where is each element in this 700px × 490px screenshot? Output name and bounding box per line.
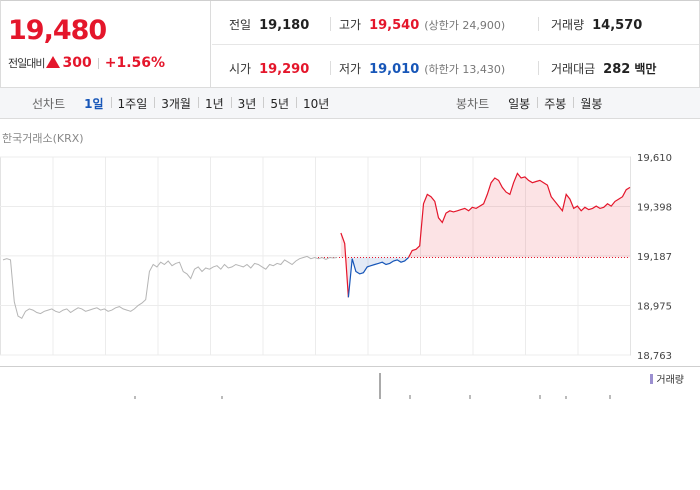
stat-sub: (상한가 24,900) <box>424 19 506 32</box>
y-tick-label: 18,763 <box>637 351 672 362</box>
stat-open: 시가 19,290 <box>229 60 309 77</box>
stat-value: 19,010 <box>369 62 420 77</box>
volume-panel: 거래량 <box>0 366 700 399</box>
stat-trade-value: 거래대금 282 백만 <box>551 60 656 77</box>
stat-value: 19,180 <box>259 18 310 33</box>
candle-chart-periods: 봉차트 일봉 주봉 월봉 <box>456 88 609 119</box>
divider <box>538 61 539 75</box>
period-1y[interactable]: 1년 <box>197 95 231 112</box>
y-tick-label: 18,975 <box>637 301 672 312</box>
period-3m[interactable]: 3개월 <box>154 95 198 112</box>
y-tick-label: 19,398 <box>637 203 672 214</box>
stat-label: 거래량 <box>551 18 585 32</box>
down-line <box>347 257 409 298</box>
up-area <box>340 233 349 298</box>
y-tick-label: 19,610 <box>637 153 672 164</box>
chart-lines <box>2 172 631 320</box>
stat-label: 시가 <box>229 62 252 76</box>
stat-label: 저가 <box>339 62 362 76</box>
line-chart-title: 선차트 <box>32 97 66 111</box>
up-area <box>408 173 630 258</box>
stat-value: 19,290 <box>259 62 310 77</box>
stat-prev-close: 전일 19,180 <box>229 16 309 33</box>
current-price: 19,480 <box>8 15 107 46</box>
stat-low: 저가 19,010 (하한가 13,430) <box>339 60 505 77</box>
change-row: 전일대비 300 +1.56% <box>8 55 165 71</box>
y-axis-ticks: 19,610 19,398 19,187 18,975 18,763 <box>637 153 672 362</box>
quote-summary: 19,480 전일대비 300 +1.56% 전일 19,180 고가 19,5… <box>0 0 700 88</box>
stat-unit: 백만 <box>634 62 657 76</box>
candle-chart-title: 봉차트 <box>456 97 490 111</box>
data-source-label: 한국거래소(KRX) <box>2 132 84 145</box>
candle-weekly[interactable]: 주봉 <box>537 95 573 112</box>
divider <box>97 57 99 69</box>
chart-fills <box>340 173 630 298</box>
line-chart-periods: 선차트 1일 1주일 3개월 1년 3년 5년 10년 <box>32 88 336 119</box>
triangle-up-icon <box>46 56 61 68</box>
stat-sub: (하한가 13,430) <box>424 63 506 76</box>
candle-monthly[interactable]: 월봉 <box>573 95 609 112</box>
y-tick-label: 19,187 <box>637 252 672 263</box>
chart-grid <box>0 156 631 356</box>
divider <box>538 17 539 31</box>
period-1d[interactable]: 1일 <box>84 97 104 111</box>
price-chart[interactable]: 19,610 19,398 19,187 18,975 18,763 <box>0 145 700 365</box>
down-area <box>348 257 409 298</box>
stat-label: 전일 <box>229 18 252 32</box>
stat-value: 14,570 <box>592 18 643 33</box>
stat-value: 282 <box>603 62 631 77</box>
chart-toolbar: 선차트 1일 1주일 3개월 1년 3년 5년 10년 봉차트 일봉 주봉 월봉 <box>0 88 700 119</box>
change-label: 전일대비 <box>8 57 45 70</box>
candle-daily[interactable]: 일봉 <box>508 97 531 111</box>
up-line <box>340 232 349 298</box>
price-box: 19,480 전일대비 300 +1.56% <box>1 1 211 87</box>
stat-label: 고가 <box>339 18 362 32</box>
row-divider <box>212 44 699 45</box>
stats-grid: 전일 19,180 고가 19,540 (상한가 24,900) 거래량 14,… <box>212 1 699 87</box>
stat-value: 19,540 <box>369 18 420 33</box>
up-line <box>407 172 631 258</box>
change-value: 300 <box>62 55 92 71</box>
previous-session-line <box>2 255 338 320</box>
change-percent: +1.56% <box>104 55 166 71</box>
volume-legend-label: 거래량 <box>656 375 684 386</box>
period-3y[interactable]: 3년 <box>230 95 264 112</box>
period-10y[interactable]: 10년 <box>296 95 336 112</box>
stat-label: 거래대금 <box>551 62 596 76</box>
stat-volume: 거래량 14,570 <box>551 16 642 33</box>
volume-legend-swatch <box>650 373 654 384</box>
period-5y[interactable]: 5년 <box>263 95 296 112</box>
period-1w[interactable]: 1주일 <box>110 95 155 112</box>
stat-high: 고가 19,540 (상한가 24,900) <box>339 16 505 33</box>
divider <box>330 61 331 75</box>
volume-bars <box>134 373 611 399</box>
volume-legend: 거래량 <box>650 371 684 386</box>
divider <box>330 17 331 31</box>
